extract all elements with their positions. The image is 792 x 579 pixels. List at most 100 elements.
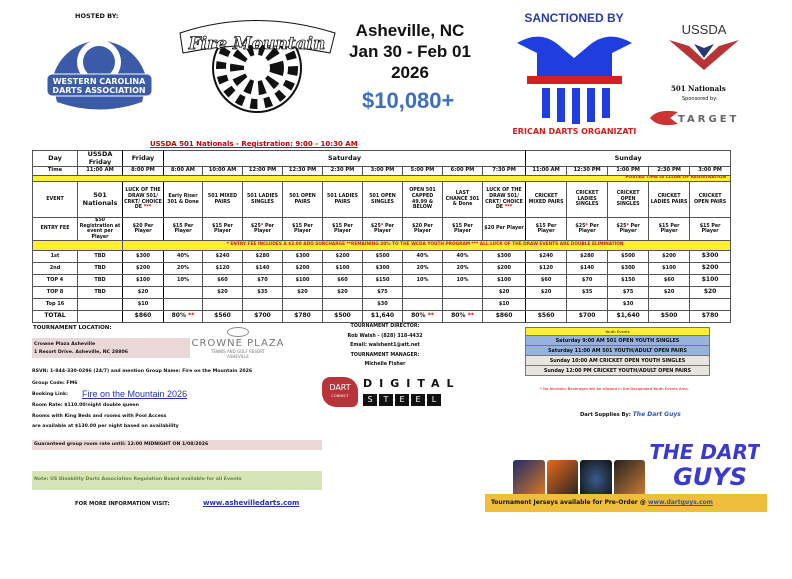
- dart-guys-logo: THE DART GUYS: [650, 440, 760, 491]
- steel-letter: E: [411, 394, 425, 406]
- prize-amount: TBD: [77, 274, 123, 288]
- event-name: CRICKET LADIES SINGLES: [566, 181, 609, 218]
- event-name: CRICKET OPEN SINGLES: [607, 181, 650, 218]
- year: 2026: [391, 63, 429, 82]
- event-name: 501 Nationals: [77, 181, 123, 218]
- booking-link[interactable]: Fire on the Mountain 2026: [82, 389, 188, 399]
- event-time: 3:00 PM: [689, 166, 732, 176]
- prize-amount: $100: [282, 274, 323, 288]
- event-time: 1:00 PM: [607, 166, 650, 176]
- prize-amount: TBD: [77, 262, 123, 276]
- prize-amount: [689, 298, 732, 312]
- entry-fee: $25* Per Player: [242, 216, 283, 242]
- prize-amount: [402, 298, 443, 312]
- event-name: CRICKET OPEN PAIRS: [689, 181, 732, 218]
- prize-row: TOP 4 TBD $100 10% $60 $70 $100 $60 $150 10% 10% $1…: [32, 274, 732, 288]
- steel-letter: L: [427, 394, 441, 406]
- youth-event: Saturday 11:00 AM 501 YOUTH/ADULT OPEN P…: [526, 345, 709, 355]
- event-time: 2:30 PM: [648, 166, 691, 176]
- event-time: 12:30 PM: [282, 166, 323, 176]
- wcda-logo: WESTERN CAROLINA DARTS ASSOCIATION: [46, 40, 153, 110]
- prize-amount: $100: [689, 274, 732, 288]
- prize-row: Top 16 $10 $30 $10 $30: [32, 298, 732, 312]
- event-location-dates: Asheville, NC Jan 30 - Feb 01 2026: [345, 20, 475, 83]
- prize-amount: $120: [525, 262, 568, 276]
- hotel-logo-city: ASHEVILLE: [227, 354, 249, 359]
- crowne-plaza-logo: CROWNE PLAZA TENNIS AND GOLF RESORT ASHE…: [188, 327, 288, 367]
- more-info-label: FOR MORE INFORMATION VISIT:: [75, 501, 170, 507]
- prize-total: 80% **: [163, 310, 203, 324]
- day-header: USSDA Friday: [77, 150, 123, 167]
- jersey-images: [513, 460, 645, 498]
- event-time: 10:00 AM: [202, 166, 243, 176]
- jerseys-text: Tournament Jerseys available for Pre-Ord…: [491, 499, 648, 506]
- digital-label: DIGITAL: [363, 377, 461, 390]
- prize-amount: $120: [202, 262, 243, 276]
- prize-amount: TBD: [77, 286, 123, 300]
- website-link[interactable]: www.ashevilledarts.com: [203, 499, 300, 507]
- total-purse: $10,080+: [362, 88, 455, 113]
- prize-amount: $300: [362, 262, 403, 276]
- prize-total: $560: [525, 310, 568, 324]
- fee-note: * ENTRY FEE INCLUDES A $2.00 ADO SURCHAR…: [121, 240, 732, 252]
- prize-total: 80% **: [402, 310, 443, 324]
- director-email: Email: walshent1@att.net: [350, 343, 420, 348]
- svg-text:DARTS ASSOCIATION: DARTS ASSOCIATION: [52, 86, 145, 95]
- ado-sanction-logo: SANCTIONED BY AMERICAN DARTS ORGANIZATIO…: [512, 11, 637, 136]
- director: Rob Walsh - (828) 318-4432: [347, 333, 423, 339]
- prize-amount: $200: [481, 262, 527, 276]
- steel-letter: E: [395, 394, 409, 406]
- prize-amount: $70: [242, 274, 283, 288]
- svg-text:AMERICAN DARTS ORGANIZATION: AMERICAN DARTS ORGANIZATION: [512, 127, 637, 136]
- schedule-title: USSDA 501 Nationals - Registration: 9:00…: [150, 140, 358, 148]
- director-label: TOURNAMENT DIRECTOR:: [350, 324, 420, 329]
- event-row: EVENT 501 Nationals LUCK OF THE DRAW 501/ …: [32, 181, 732, 218]
- total-label: TOTAL: [32, 310, 78, 324]
- dart-supplies: Dart Supplies By: The Dart Guys: [580, 411, 681, 418]
- manager-label: TOURNAMENT MANAGER:: [350, 352, 420, 358]
- prize-amount: $300: [122, 250, 164, 264]
- event-name: CRICKET MIXED PAIRS: [525, 181, 568, 218]
- dartguys-link[interactable]: www.dartguys.com: [647, 499, 713, 506]
- prize-total: $500: [648, 310, 691, 324]
- event-time: 12:00 PM: [242, 166, 283, 176]
- jersey-image: [513, 460, 545, 498]
- schedule-table: Day USSDA Friday Friday Saturday Sunday Time 1…: [31, 150, 732, 324]
- prize-amount: $20: [282, 286, 323, 300]
- svg-text:WESTERN CAROLINA: WESTERN CAROLINA: [53, 77, 146, 86]
- event-time: 12:30 PM: [566, 166, 609, 176]
- prize-amount: 40%: [402, 250, 443, 264]
- prize-amount: $300: [689, 250, 732, 264]
- row-label-time: Time: [32, 166, 78, 176]
- day-header: Friday: [122, 150, 164, 167]
- svg-text:THE DART: THE DART: [650, 440, 760, 464]
- prize-amount: $30: [362, 298, 403, 312]
- target-sponsor-logo: TARGET: [650, 110, 736, 126]
- prize-amount: [282, 298, 323, 312]
- prize-amount: [442, 298, 483, 312]
- prize-amount: [525, 298, 568, 312]
- prize-amount: [77, 298, 123, 312]
- disability-note: Note: US Disability Darts Association Re…: [32, 471, 322, 490]
- prize-amount: $70: [566, 274, 609, 288]
- fee-note-spacer: [32, 240, 123, 252]
- prize-place-label: 1st: [32, 250, 78, 264]
- prize-amount: $140: [242, 262, 283, 276]
- prize-amount: $35: [242, 286, 283, 300]
- prize-amount: $300: [282, 250, 323, 264]
- youth-events-header: Youth Events: [526, 328, 709, 335]
- prize-amount: $240: [202, 250, 243, 264]
- prize-total: $1,640: [607, 310, 650, 324]
- prize-amount: $60: [322, 274, 363, 288]
- event-time: 8:00 PM: [122, 166, 164, 176]
- prize-amount: $280: [566, 250, 609, 264]
- dartconnect-logo-sub: CONNECT: [331, 394, 349, 398]
- prize-amount: $200: [648, 250, 691, 264]
- prize-place-label: TOP 8: [32, 286, 78, 300]
- prize-amount: 10%: [402, 274, 443, 288]
- group-code: Group Code: FM6: [32, 381, 78, 386]
- prize-amount: 40%: [163, 250, 203, 264]
- prize-amount: $20: [525, 286, 568, 300]
- prize-amount: $200: [122, 262, 164, 276]
